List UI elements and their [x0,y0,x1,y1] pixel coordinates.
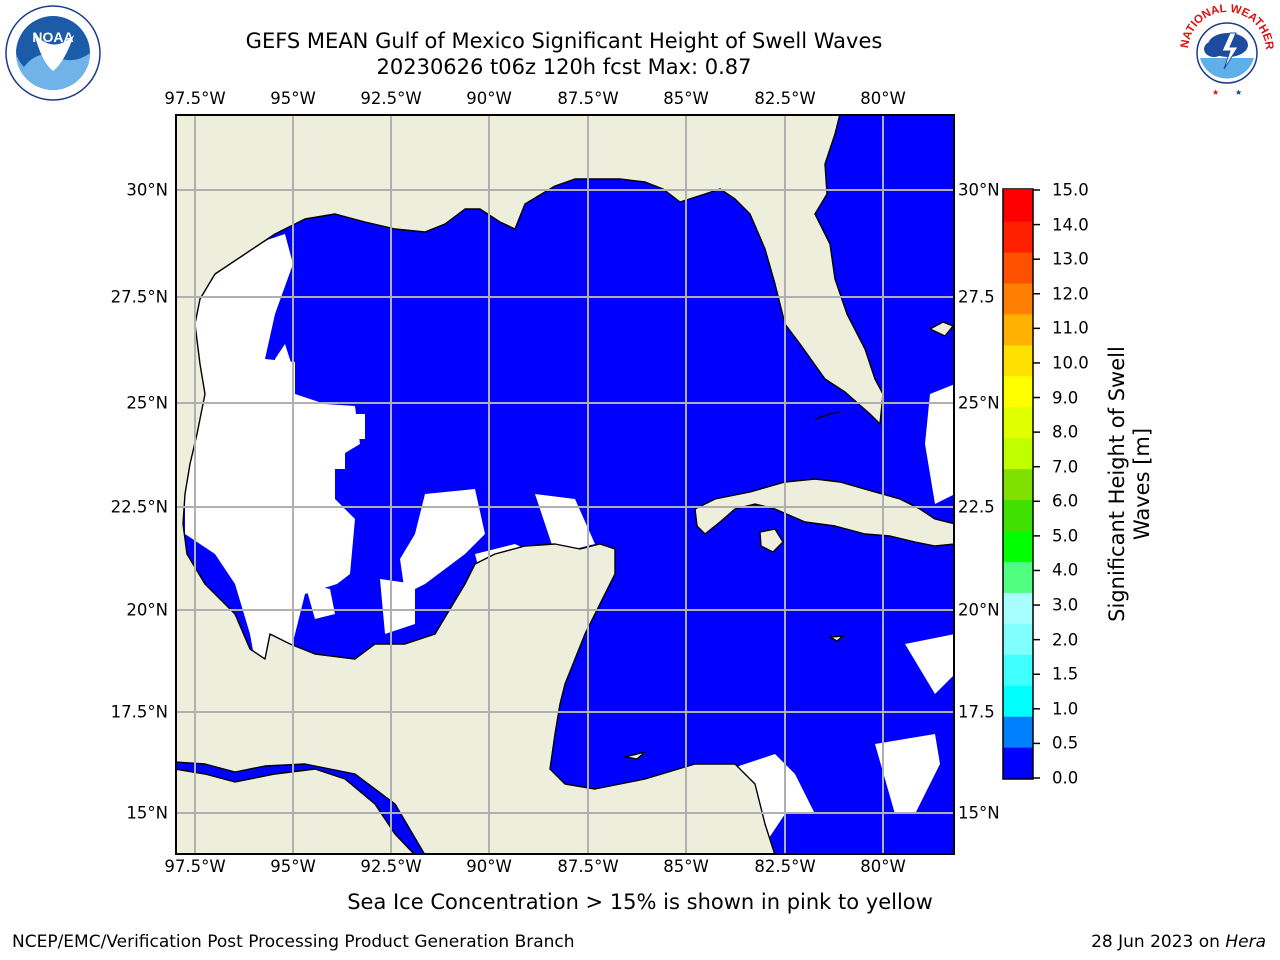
colorbar-tick-label: 6.0 [1052,491,1079,511]
colorbar-swatch [1003,592,1033,624]
lon-label-bottom: 80°W [860,857,906,876]
colorbar-tick-label: 1.0 [1052,699,1079,719]
colorbar-tick-label: 0.0 [1052,768,1079,788]
colorbar-swatch [1003,406,1033,439]
colorbar-tick-label: 2.0 [1052,630,1079,650]
noaa-logo-text: NOAA [32,29,73,45]
lat-label-left: 15°N [126,803,168,823]
lon-label-top: 80°W [860,89,906,108]
land [175,114,955,855]
lat-label-right: 27.5 [958,287,995,307]
colorbar-tick-label: 9.0 [1052,388,1079,408]
lon-label-bottom: 87.5°W [557,857,619,876]
lon-label-bottom: 82.5°W [754,857,816,876]
colorbar-tick-label: 14.0 [1052,215,1089,235]
colorbar-title: Significant Height of Swell Waves [m] [1105,304,1155,664]
colorbar-swatch [1003,499,1033,532]
svg-text:★: ★ [1212,88,1219,97]
lat-label-left: 20°N [126,600,168,620]
chart-subtitle: 20230626 t06z 120h fcst Max: 0.87 [376,55,752,79]
colorbar-tick-label: 15.0 [1052,180,1089,200]
chart-title: GEFS MEAN Gulf of Mexico Significant Hei… [245,29,883,53]
map-frame [175,114,955,855]
lon-label-top: 85°W [663,89,709,108]
lat-label-left: 30°N [126,180,168,200]
colorbar-swatch [1003,220,1033,253]
lon-label-top: 82.5°W [754,89,816,108]
colorbar-swatch [1003,747,1033,779]
lon-label-top: 87.5°W [557,89,619,108]
lat-label-right: 17.5 [958,702,995,722]
colorbar-title-line2: Waves [m] [1130,427,1154,541]
sea-ice-note: Sea Ice Concentration > 15% is shown in … [347,890,933,914]
colorbar-tick-label: 0.5 [1052,733,1079,753]
lat-label-left: 22.5°N [110,497,168,517]
colorbar-tick-label: 5.0 [1052,526,1079,546]
lon-label-top: 90°W [466,89,512,108]
lon-label-top: 92.5°W [360,89,422,108]
colorbar-swatch [1003,437,1033,470]
colorbar-swatch [1003,344,1033,377]
lon-label-top: 95°W [270,89,316,108]
lon-label-bottom: 92.5°W [360,857,422,876]
colorbar-swatch [1003,282,1033,315]
colorbar-tick-label: 3.0 [1052,595,1079,615]
colorbar-swatch [1003,468,1033,501]
colorbar-title-line1: Significant Height of Swell [1105,346,1129,622]
lon-label-top: 97.5°W [164,89,226,108]
lon-label-bottom: 85°W [663,857,709,876]
footer-credit: NCEP/EMC/Verification Post Processing Pr… [12,932,575,952]
lat-label-right: 15°N [958,803,1000,823]
colorbar-tick-label: 1.5 [1052,664,1079,684]
footer-machine: Hera [1225,932,1266,952]
colorbar-tick-label: 11.0 [1052,318,1089,338]
colorbar-tick-label: 4.0 [1052,560,1079,580]
colorbar [1002,188,1040,780]
gulf-of-mexico-map [175,114,955,855]
lat-label-left: 27.5°N [110,287,168,307]
lat-label-right: 25°N [958,393,1000,413]
colorbar-swatch [1003,530,1033,562]
svg-text:★: ★ [1235,88,1242,97]
colorbar-tick-label: 12.0 [1052,284,1089,304]
lat-label-right: 20°N [958,600,1000,620]
noaa-logo: NOAA [5,5,101,101]
lat-label-left: 25°N [126,393,168,413]
colorbar-tick-label: 7.0 [1052,457,1079,477]
colorbar-tick-label: 13.0 [1052,249,1089,269]
colorbar-swatch [1003,685,1033,717]
footer-date-text: 28 Jun 2023 on [1091,932,1226,952]
footer-date: 28 Jun 2023 on Hera [1091,932,1266,952]
national-weather-service-logo: NATIONAL WEATHER SERVICE ★ ★ [1178,3,1275,97]
colorbar-swatch [1003,716,1033,748]
colorbar-swatch [1003,375,1033,408]
lat-label-right: 30°N [958,180,1000,200]
lat-label-right: 22.5 [958,497,995,517]
colorbar-swatch [1003,623,1033,655]
colorbar-tick-label: 8.0 [1052,422,1079,442]
colorbar-swatch [1003,313,1033,346]
graticule [175,114,955,855]
colorbar-swatch [1003,190,1033,222]
lon-label-bottom: 90°W [466,857,512,876]
lon-label-bottom: 97.5°W [164,857,226,876]
colorbar-tick-label: 10.0 [1052,353,1089,373]
colorbar-swatch [1003,251,1033,284]
colorbar-swatch [1003,561,1033,593]
lon-label-bottom: 95°W [270,857,316,876]
colorbar-swatch [1003,654,1033,686]
lat-label-left: 17.5°N [110,702,168,722]
